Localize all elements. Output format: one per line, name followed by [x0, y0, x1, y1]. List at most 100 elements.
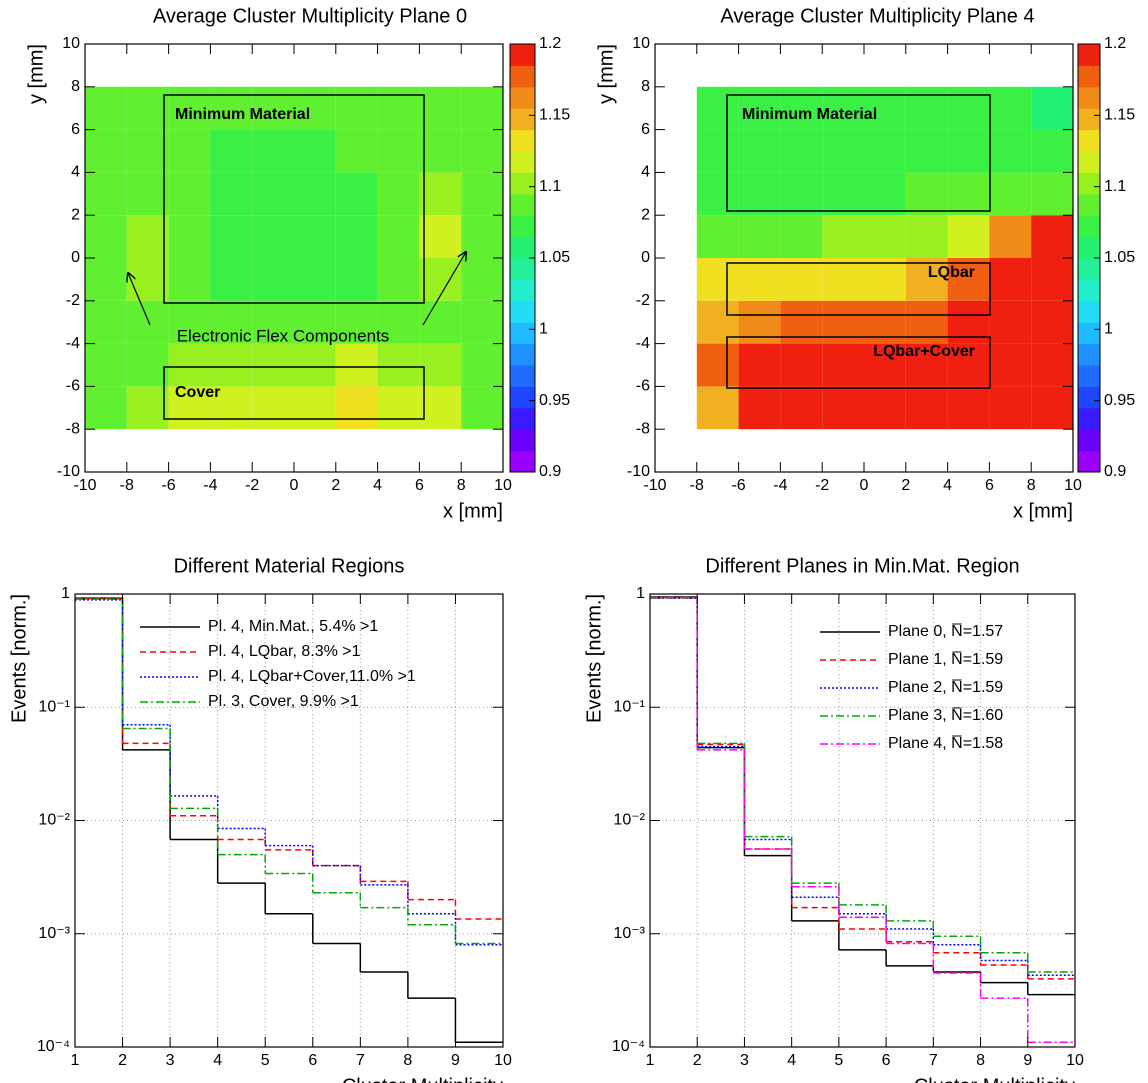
heatmap-cell: [461, 300, 503, 344]
y-tick-label: 10⁻³: [613, 925, 645, 942]
heatmap-cell: [168, 300, 211, 344]
colorbar-tick-label: 0.9: [539, 463, 561, 480]
x-tick-label: 5: [834, 1052, 843, 1069]
x-tick-label: 1: [646, 1052, 655, 1069]
y-tick-label: 6: [71, 121, 80, 138]
heatmap-cell: [947, 215, 990, 258]
legend-label: Pl. 4, LQbar+Cover,11.0% >1: [208, 668, 416, 685]
heatmap-cell: [419, 172, 462, 216]
colorbar-tick-label: 1.2: [539, 35, 561, 52]
panel: Average Cluster Multiplicity Plane 0 0.9 0…: [25, 5, 570, 522]
colorbar-tick-label: 1: [1104, 321, 1113, 338]
colorbar-swatch: [510, 429, 535, 452]
y-tick-label: 2: [641, 206, 650, 223]
heatmap-cell: [905, 343, 948, 387]
heatmap-cell: [85, 258, 127, 301]
chart-title: Different Material Regions: [174, 555, 405, 577]
heatmap-cell: [461, 129, 503, 173]
colorbar-swatch: [510, 215, 535, 238]
heatmap-cell: [696, 129, 739, 173]
heatmap-cell: [294, 86, 336, 130]
heatmap-cell: [335, 300, 378, 344]
y-tick-label: 10⁻¹: [613, 698, 645, 715]
heatmap-cell: [210, 258, 253, 301]
heatmap-cell: [126, 343, 169, 387]
heatmap-cell: [947, 129, 990, 173]
region-box: [726, 94, 991, 212]
heatmap-cell: [696, 343, 739, 387]
x-tick-label: -2: [245, 477, 259, 494]
heatmap-cell: [864, 129, 906, 173]
y-tick-label: 10⁻⁴: [612, 1038, 645, 1055]
heatmap-cell: [85, 86, 127, 130]
annotation: Electronic Flex Components: [177, 326, 390, 345]
colorbar-swatch: [510, 300, 535, 323]
heatmap-cell: [738, 343, 781, 387]
x-tick-label: -8: [120, 477, 134, 494]
colorbar-swatch: [1078, 108, 1100, 131]
heatmap-cell: [780, 258, 823, 301]
heatmap-cell: [461, 386, 503, 430]
panel: Different Material Regions Pl. 4, Min.Mat…: [8, 555, 512, 1083]
x-tick-label: 8: [976, 1052, 985, 1069]
heatmap-cell: [168, 258, 211, 301]
y-axis-label: Events [norm.]: [8, 594, 30, 723]
heatmap-cell: [822, 343, 864, 387]
heatmap-cell: [126, 172, 169, 216]
heatmap-cell: [780, 386, 823, 430]
x-tick-label: 4: [787, 1052, 796, 1069]
heatmap-cell: [294, 129, 336, 173]
heatmap-cell: [738, 129, 781, 173]
colorbar-swatch: [1078, 429, 1100, 452]
heatmap-cell: [696, 258, 739, 301]
y-axis-label: y [mm]: [25, 44, 47, 104]
heatmap-cell: [989, 386, 1032, 430]
colorbar-swatch: [1078, 450, 1100, 473]
region-box: [726, 262, 991, 316]
x-tick-label: 2: [118, 1052, 127, 1069]
heatmap-cell: [252, 386, 294, 430]
heatmap-cell: [461, 343, 503, 387]
heatmap-cell: [85, 129, 127, 173]
colorbar-swatch: [510, 279, 535, 302]
colorbar-swatch: [510, 450, 535, 473]
heatmap-cell: [905, 386, 948, 430]
annotation: Minimum Material: [175, 106, 310, 123]
x-tick-label: -4: [203, 477, 217, 494]
heatmap-cell: [1031, 343, 1073, 387]
heatmap-cell: [419, 343, 462, 387]
colorbar-swatch: [510, 129, 535, 152]
y-tick-label: -8: [66, 420, 80, 437]
heatmap-cell: [85, 386, 127, 430]
heatmap-cell: [822, 129, 864, 173]
x-tick-label: 8: [1027, 477, 1036, 494]
heatmap-cell: [377, 129, 420, 173]
x-tick-label: 7: [929, 1052, 938, 1069]
heatmap-cell: [905, 215, 948, 258]
y-tick-label: -8: [636, 420, 650, 437]
heatmap-cell: [335, 129, 378, 173]
y-tick-label: -2: [66, 292, 80, 309]
x-tick-label: -2: [815, 477, 829, 494]
y-tick-label: 0: [641, 249, 650, 266]
colorbar-swatch: [1078, 44, 1100, 66]
heatmap-cell: [1031, 129, 1073, 173]
x-tick-label: 4: [213, 1052, 222, 1069]
heatmap-cell: [168, 129, 211, 173]
heatmap-cell: [377, 172, 420, 216]
colorbar-tick-label: 1.1: [539, 178, 561, 195]
annotations-plane0: Minimum Material Cover Electronic Flex C…: [128, 94, 466, 420]
y-tick-label: 1: [61, 585, 70, 602]
heatmap-cell: [989, 215, 1032, 258]
y-tick-label: 10⁻¹: [38, 698, 70, 715]
y-axis-label: y [mm]: [595, 44, 617, 104]
heatmap-cell: [252, 300, 294, 344]
heatmap-cell: [1031, 300, 1073, 344]
heatmap-cell: [696, 386, 739, 430]
heatmap-cell: [419, 86, 462, 130]
heatmap-cell: [377, 386, 420, 430]
panel: Average Cluster Multiplicity Plane 4 0.9 0…: [595, 5, 1135, 522]
heatmap-cell: [294, 300, 336, 344]
annotations-plane4: Minimum Material LQbar LQbar+Cover: [726, 94, 991, 389]
colorbar-tick-label: 1.2: [1104, 35, 1126, 52]
